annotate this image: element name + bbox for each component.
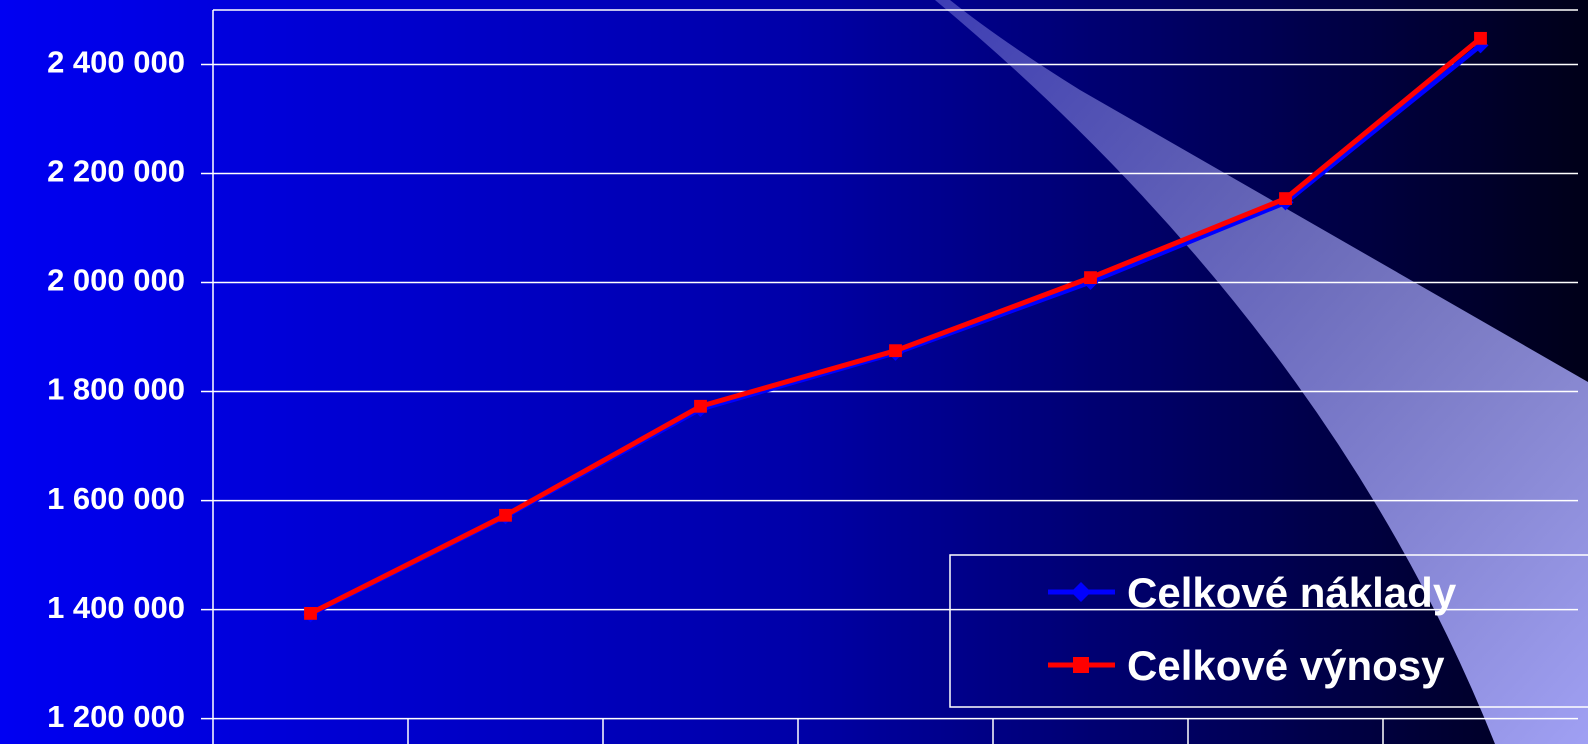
y-tick-label: 2 000 000	[47, 263, 185, 298]
y-tick-label: 2 200 000	[47, 154, 185, 189]
marker	[1071, 582, 1091, 602]
y-tick-label: 2 400 000	[47, 45, 185, 80]
marker	[694, 399, 707, 413]
y-tick-label: 1 600 000	[47, 481, 185, 516]
legend-box	[949, 554, 1588, 708]
marker	[1279, 192, 1292, 205]
y-tick-label: 1 400 000	[47, 590, 185, 625]
marker	[499, 508, 512, 522]
legend-label: Celkové náklady	[1127, 569, 1457, 616]
marker	[1073, 657, 1089, 673]
y-tick-label: 1 200 000	[47, 699, 185, 734]
legend-label: Celkové výnosy	[1127, 642, 1445, 689]
y-tick-label: 1 800 000	[47, 372, 185, 407]
marker	[304, 607, 317, 620]
marker	[1474, 31, 1487, 45]
decoration	[935, 0, 1588, 744]
marker	[1084, 271, 1097, 285]
marker	[889, 344, 902, 358]
